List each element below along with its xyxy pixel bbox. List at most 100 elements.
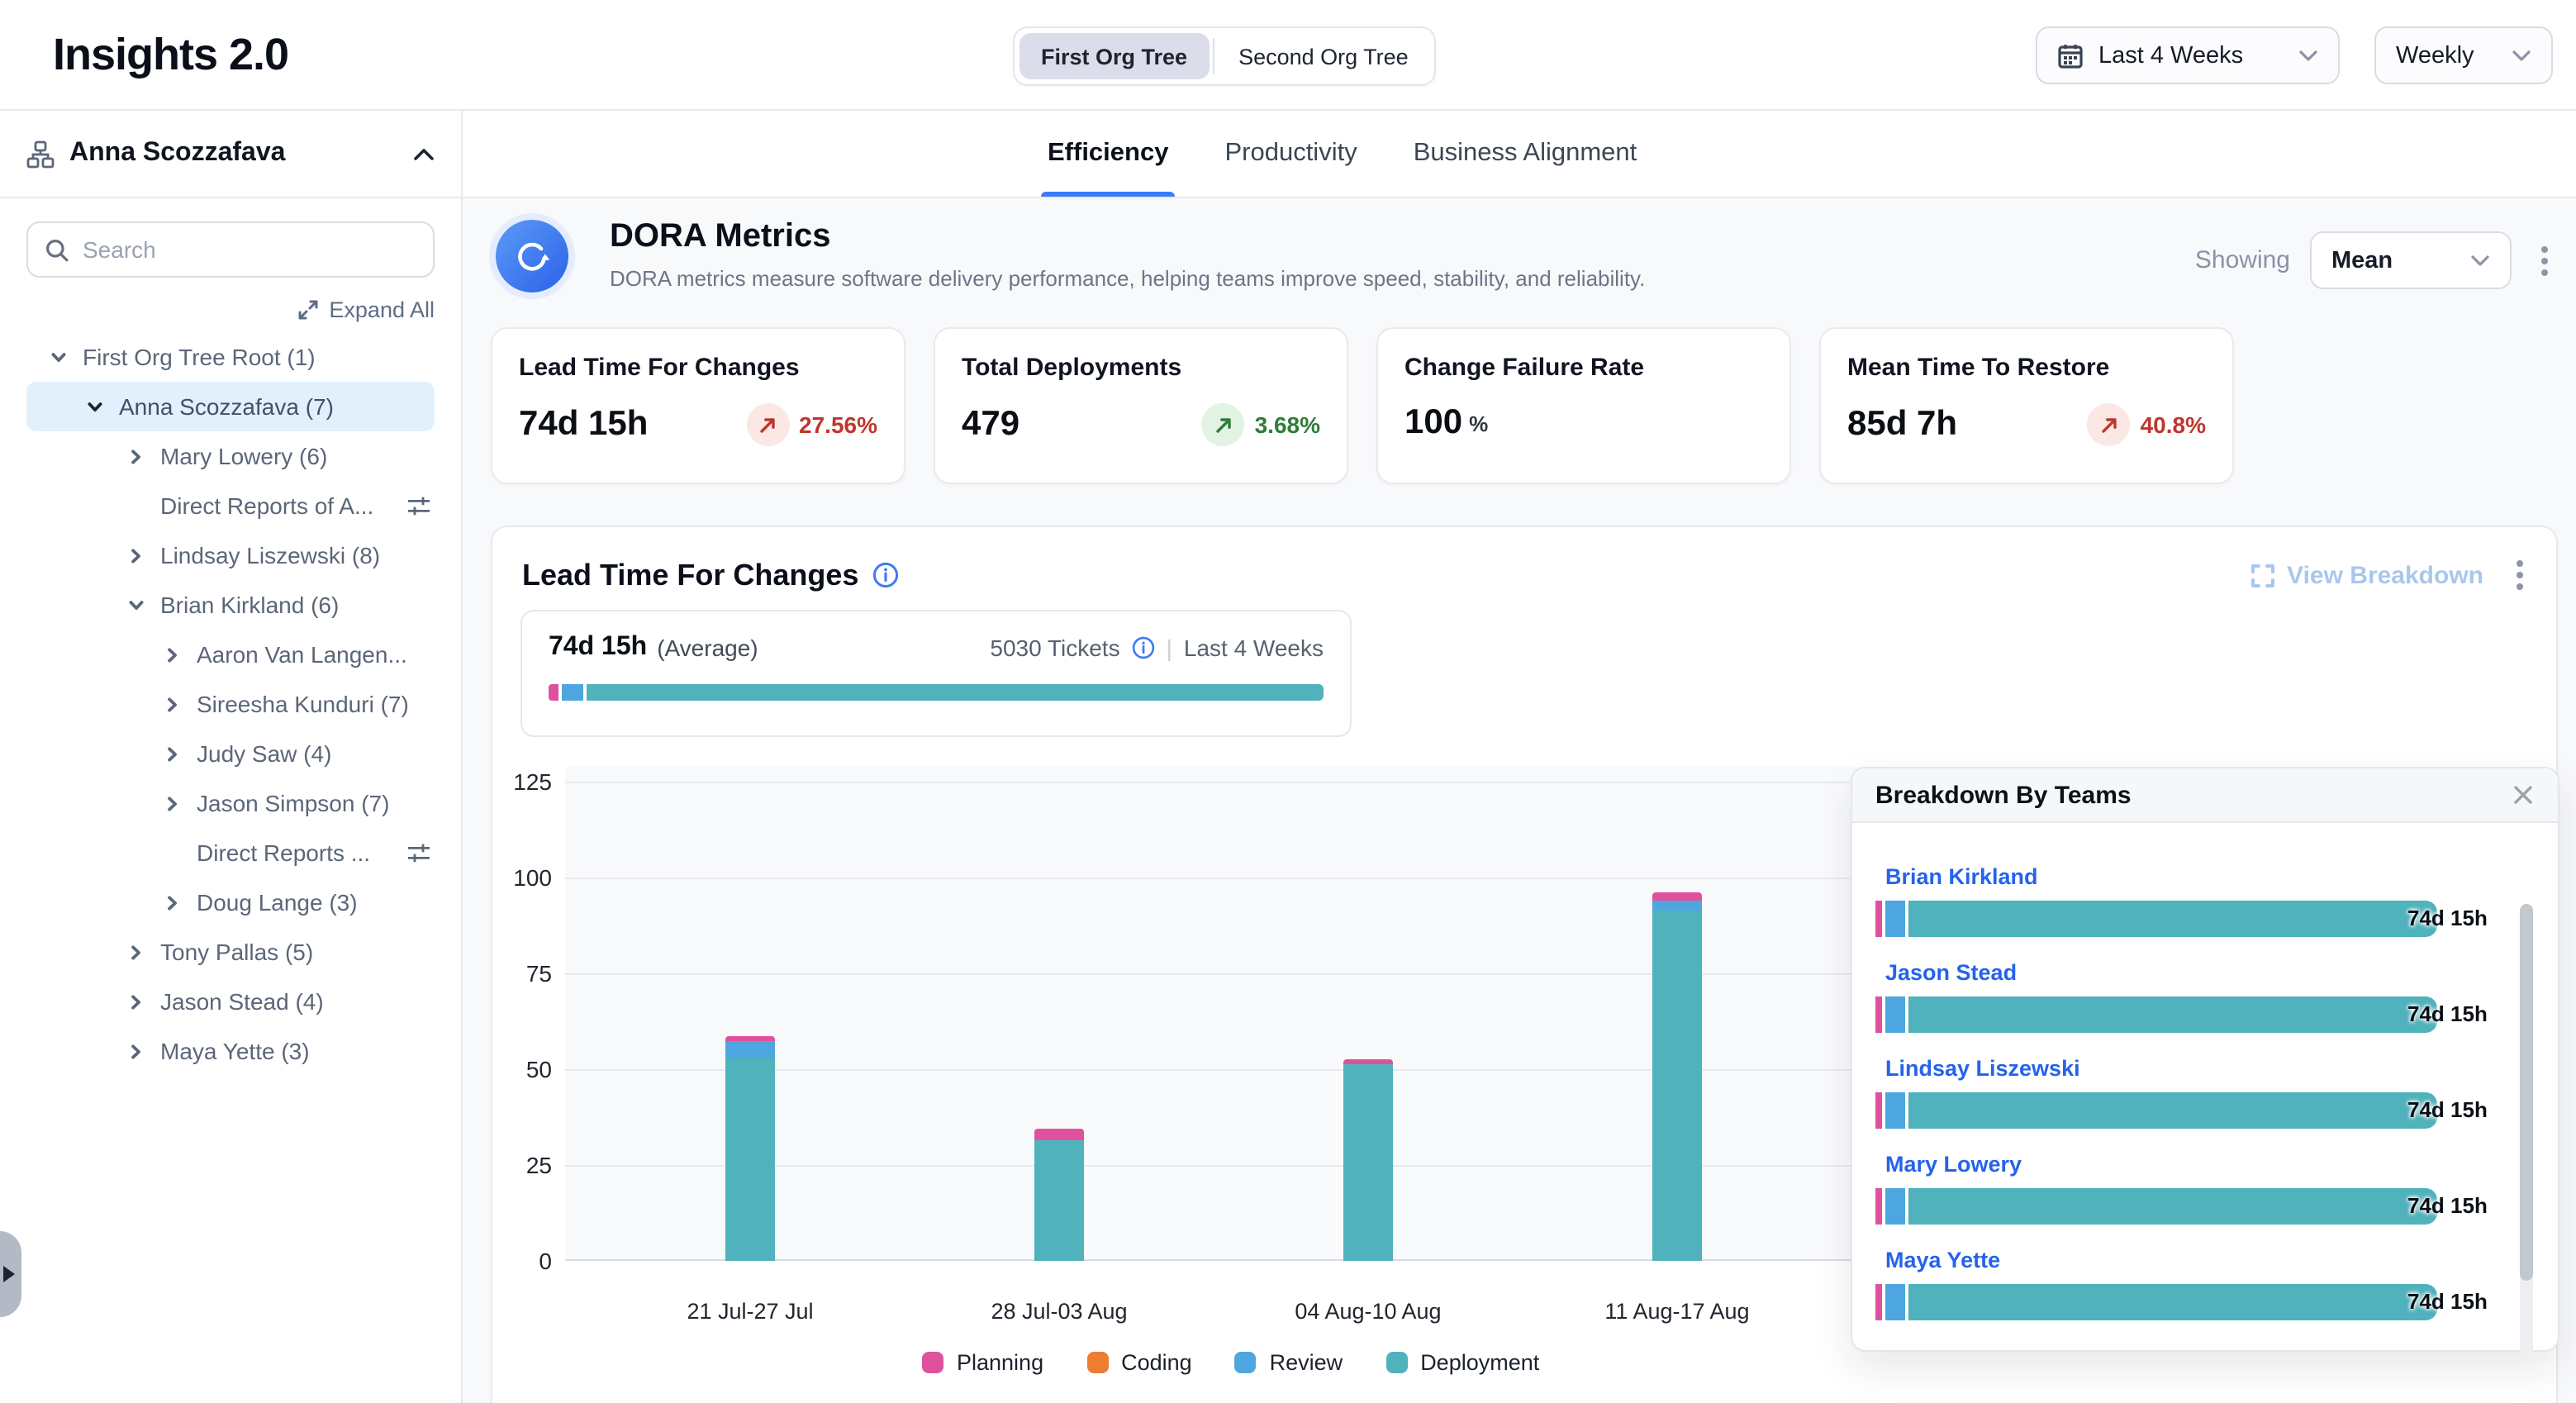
chevron-right-icon[interactable] xyxy=(164,645,197,663)
filter-sliders-icon[interactable] xyxy=(406,493,435,518)
trend-change-value: 27.56% xyxy=(799,411,877,438)
section-kebab-menu[interactable] xyxy=(2507,554,2533,597)
filter-sliders-icon[interactable] xyxy=(406,840,435,865)
tree-item-label: Tony Pallas (5) xyxy=(160,939,314,965)
tab-efficiency[interactable]: Efficiency xyxy=(1041,111,1176,197)
tree-item[interactable]: Anna Scozzafava (7) xyxy=(26,382,435,431)
chevron-right-icon[interactable] xyxy=(127,1042,160,1060)
chevron-down-icon xyxy=(2298,49,2318,62)
tab-productivity[interactable]: Productivity xyxy=(1224,111,1357,197)
close-icon[interactable] xyxy=(2512,783,2535,806)
chevron-right-icon[interactable] xyxy=(164,744,197,763)
tree-item[interactable]: Direct Reports ... xyxy=(26,828,435,877)
breakdown-team-link[interactable]: Mary Lowery xyxy=(1885,1152,2022,1177)
breakdown-row-value: 74d 15h xyxy=(2407,1097,2488,1122)
breakdown-panel-header: Breakdown By Teams xyxy=(1852,768,2558,823)
metric-card-row: 479 3.68% xyxy=(962,403,1320,446)
tree-item[interactable]: Aaron Van Langen... xyxy=(26,630,435,679)
breakdown-team-link[interactable]: Maya Yette xyxy=(1885,1248,2001,1272)
tab-business-alignment[interactable]: Business Alignment xyxy=(1414,111,1637,197)
legend-item-planning[interactable]: Planning xyxy=(922,1350,1043,1375)
chevron-down-icon[interactable] xyxy=(86,397,119,416)
expand-all-button[interactable]: Expand All xyxy=(26,297,435,322)
chevron-down-icon[interactable] xyxy=(50,348,83,366)
sidebar-header[interactable]: Anna Scozzafava xyxy=(0,111,461,198)
breakdown-bar: 74d 15h xyxy=(1875,996,2488,1033)
dora-kebab-menu[interactable] xyxy=(2531,239,2558,282)
search-input[interactable] xyxy=(83,236,416,263)
chevron-right-icon[interactable] xyxy=(127,546,160,564)
tree-item[interactable]: Mary Lowery (6) xyxy=(26,431,435,481)
chevron-down-icon[interactable] xyxy=(127,596,160,614)
y-axis-label: 75 xyxy=(525,960,552,987)
sidebar-search xyxy=(26,221,435,278)
tree-item-label: Jason Stead (4) xyxy=(160,988,324,1015)
bar-segment-deployment xyxy=(1343,1063,1393,1261)
calendar-icon xyxy=(2057,42,2084,69)
legend-item-deployment[interactable]: Deployment xyxy=(1385,1350,1539,1375)
legend-item-review[interactable]: Review xyxy=(1234,1350,1343,1375)
tree-item-label: Judy Saw (4) xyxy=(197,740,332,767)
tree-item[interactable]: Judy Saw (4) xyxy=(26,729,435,778)
y-axis-label: 25 xyxy=(525,1152,552,1178)
info-icon[interactable] xyxy=(1132,636,1155,659)
chevron-right-icon[interactable] xyxy=(164,893,197,911)
chevron-right-icon[interactable] xyxy=(127,992,160,1011)
average-stage-bar xyxy=(549,684,1324,701)
tree-item[interactable]: Jason Simpson (7) xyxy=(26,778,435,828)
dora-description: DORA metrics measure software delivery p… xyxy=(610,266,1646,291)
chevron-right-icon[interactable] xyxy=(164,794,197,812)
tree-item[interactable]: Lindsay Liszewski (8) xyxy=(26,530,435,580)
metric-card: Change Failure Rate 100% xyxy=(1376,327,1791,484)
bar-segment-planning xyxy=(1034,1128,1084,1140)
view-breakdown-button[interactable]: View Breakdown xyxy=(2250,561,2483,589)
tickets-count: 5030 Tickets xyxy=(990,635,1120,661)
org-tree-toggle-option[interactable]: Second Org Tree xyxy=(1238,44,1409,69)
tree-item[interactable]: Direct Reports of A... xyxy=(26,481,435,530)
breakdown-team-link[interactable]: Lindsay Liszewski xyxy=(1885,1056,2080,1081)
bar-segment-deployment xyxy=(1652,910,1702,1261)
average-value: 74d 15h xyxy=(549,633,648,661)
tree-item[interactable]: Tony Pallas (5) xyxy=(26,927,435,977)
org-tree-toggle-option[interactable]: First Org Tree xyxy=(1019,33,1210,79)
legend-item-coding[interactable]: Coding xyxy=(1086,1350,1192,1375)
breakdown-bar-segment-review xyxy=(1885,1284,1905,1320)
chevron-right-icon[interactable] xyxy=(164,695,197,713)
breakdown-team-link[interactable]: Brian Kirkland xyxy=(1885,864,2038,889)
scrollbar-track[interactable] xyxy=(2520,904,2533,1353)
sidebar-collapse-handle[interactable] xyxy=(0,1231,21,1317)
tree-item[interactable]: Sireesha Kunduri (7) xyxy=(26,679,435,729)
showing-label: Showing xyxy=(2194,246,2290,274)
average-bar-segment-deployment xyxy=(587,684,1324,701)
metric-card: Lead Time For Changes 74d 15h 27.56% xyxy=(491,327,905,484)
tree-item[interactable]: Jason Stead (4) xyxy=(26,977,435,1026)
date-range-select[interactable]: Last 4 Weeks xyxy=(2036,26,2340,84)
breakdown-team-link[interactable]: Jason Stead xyxy=(1885,960,2018,985)
tab-label: Productivity xyxy=(1224,139,1357,167)
org-tree: First Org Tree Root (1) Anna Scozzafava (… xyxy=(0,332,461,1076)
breakdown-bar-segment-deployment xyxy=(1908,1188,2437,1225)
section-title-wrap: Lead Time For Changes xyxy=(522,558,898,592)
chevron-up-icon[interactable] xyxy=(413,146,435,161)
aggregation-select[interactable]: Mean xyxy=(2310,231,2512,289)
trend-arrow-icon xyxy=(2087,403,2131,446)
search-icon xyxy=(45,237,69,262)
tree-item[interactable]: Maya Yette (3) xyxy=(26,1026,435,1076)
bar-segment-review xyxy=(725,1040,775,1058)
gridline xyxy=(565,782,2543,783)
info-icon[interactable] xyxy=(872,562,898,588)
y-axis-label: 125 xyxy=(513,768,552,795)
granularity-select[interactable]: Weekly xyxy=(2374,26,2553,84)
breakdown-row-value: 74d 15h xyxy=(2407,1289,2488,1314)
tree-item[interactable]: First Org Tree Root (1) xyxy=(26,332,435,382)
expand-corners-icon xyxy=(2250,563,2275,587)
scrollbar-thumb[interactable] xyxy=(2520,904,2533,1281)
chevron-right-icon[interactable] xyxy=(127,447,160,465)
metric-card-row: 85d 7h 40.8% xyxy=(1847,403,2206,446)
chevron-right-icon[interactable] xyxy=(127,943,160,961)
tree-item[interactable]: Doug Lange (3) xyxy=(26,877,435,927)
y-axis-label: 0 xyxy=(539,1248,552,1274)
tree-item-label: Lindsay Liszewski (8) xyxy=(160,542,381,568)
breakdown-bar-fill xyxy=(1875,901,2437,937)
tree-item[interactable]: Brian Kirkland (6) xyxy=(26,580,435,630)
